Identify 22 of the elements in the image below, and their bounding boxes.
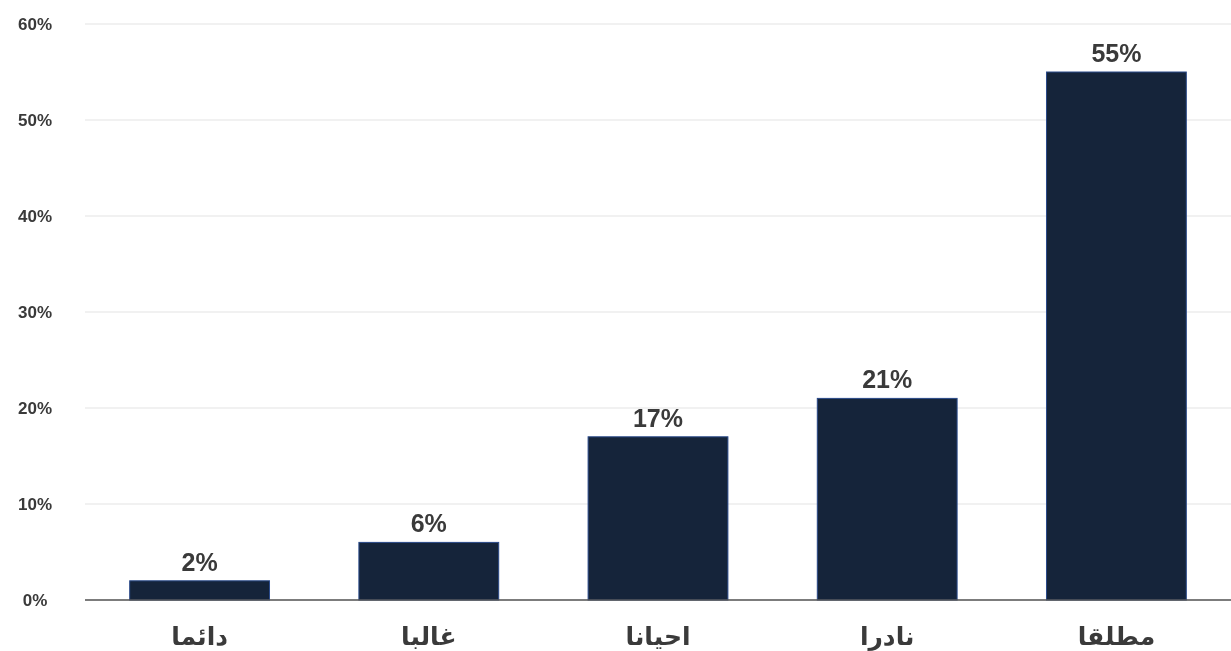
y-tick-label: 10% — [17, 495, 53, 514]
y-tick-label: 30% — [17, 303, 53, 322]
y-tick-label: 40% — [17, 207, 53, 226]
x-tick-label: نادرا — [859, 622, 915, 651]
bar — [1045, 71, 1187, 601]
y-tick-label: 20% — [17, 399, 53, 418]
x-tick-label: غالبا — [401, 622, 457, 650]
bar — [587, 436, 729, 601]
data-label: 6% — [410, 509, 447, 538]
x-tick-label: دائما — [171, 622, 229, 650]
data-label: 2% — [181, 547, 218, 576]
bar — [358, 541, 500, 601]
data-label: 55% — [1091, 39, 1142, 67]
bar — [129, 580, 271, 601]
y-tick-label: 60% — [17, 15, 53, 34]
x-tick-label: مطلقا — [1077, 622, 1156, 650]
y-tick-label: 0% — [22, 591, 48, 610]
y-tick-label: 50% — [17, 111, 53, 130]
data-label: 17% — [632, 403, 684, 432]
bar — [816, 397, 958, 601]
data-label: 21% — [862, 365, 913, 394]
x-tick-label: احيانا — [625, 622, 691, 650]
